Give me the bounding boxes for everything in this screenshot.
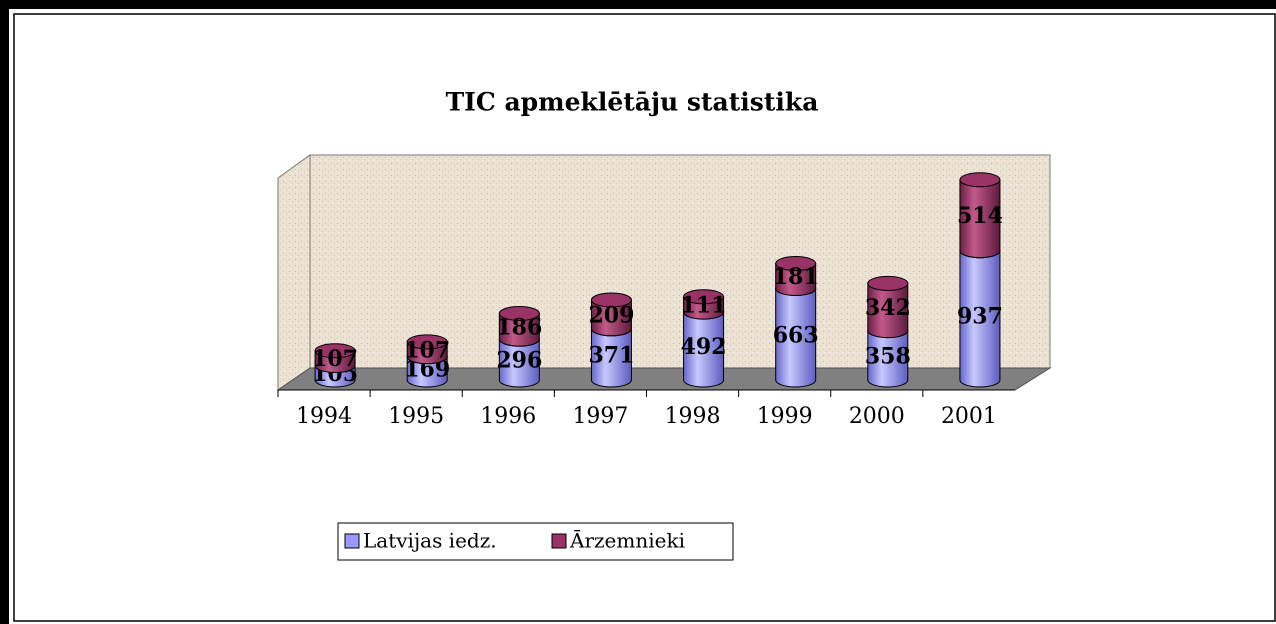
cylinder-body — [959, 179, 1001, 259]
data-label: 371 — [588, 342, 634, 368]
legend-label: Ārzemnieki — [569, 529, 685, 553]
cylinder-body — [867, 282, 909, 339]
cylinder-body — [498, 338, 540, 388]
data-label: 358 — [865, 343, 911, 369]
x-tick-label: 1997 — [572, 404, 628, 429]
chart-title: TIC apmeklētāju statistika — [446, 88, 819, 117]
cylinder-top — [498, 305, 540, 321]
x-tick-label: 1999 — [757, 404, 813, 429]
x-tick-label: 1998 — [665, 404, 721, 429]
cylinder-top — [867, 275, 909, 291]
side-wall — [277, 154, 311, 391]
cylinder-top — [590, 292, 632, 308]
cylinder-body — [590, 299, 632, 337]
floor — [276, 367, 1052, 391]
cylinder-top — [683, 289, 725, 305]
legend-swatch — [551, 533, 567, 549]
data-label: 107 — [312, 346, 358, 372]
legend-label: Latvijas iedz. — [363, 529, 497, 553]
cylinder-body — [775, 288, 817, 388]
cylinder-top — [959, 172, 1001, 188]
x-tick-label: 2001 — [941, 404, 997, 429]
frame-line — [13, 13, 1276, 622]
cylinder-top — [406, 334, 448, 350]
cylinder-body — [498, 312, 540, 347]
data-label: 663 — [773, 322, 819, 348]
data-label: 186 — [496, 314, 542, 340]
x-tick-label: 1996 — [480, 404, 536, 429]
data-label: 514 — [957, 203, 1003, 229]
data-label: 209 — [588, 302, 634, 328]
legend: Latvijas iedz. Ārzemnieki — [337, 522, 734, 561]
cylinder-top — [314, 343, 356, 359]
cylinder-top — [775, 256, 817, 272]
cylinder-body — [867, 330, 909, 388]
data-label: 342 — [865, 295, 911, 321]
x-tick-label: 1994 — [296, 404, 352, 429]
legend-box — [337, 522, 734, 561]
cylinder-body — [683, 311, 725, 388]
cylinder-body — [590, 328, 632, 388]
data-label: 107 — [404, 337, 450, 363]
data-label: 296 — [496, 348, 542, 374]
data-label: 937 — [957, 303, 1003, 329]
data-label: 181 — [773, 264, 819, 290]
x-tick-label: 2000 — [849, 404, 905, 429]
data-label: 111 — [681, 292, 727, 318]
x-tick-label: 1995 — [388, 404, 444, 429]
legend-swatch — [344, 533, 360, 549]
cylinder-body — [406, 356, 448, 388]
cylinder-body — [775, 263, 817, 296]
data-label: 492 — [681, 334, 727, 360]
cylinder-body — [959, 250, 1001, 388]
